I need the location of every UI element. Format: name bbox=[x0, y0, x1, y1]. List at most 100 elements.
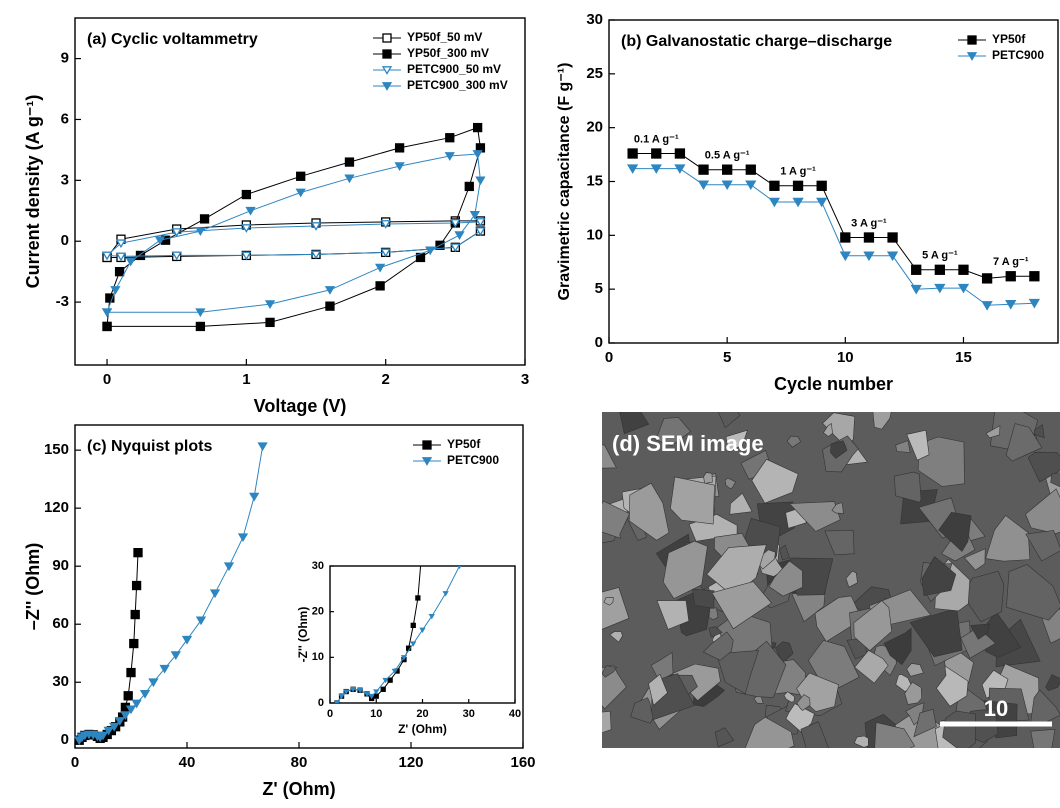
marker bbox=[746, 165, 755, 174]
sem-label: (d) SEM image bbox=[612, 431, 764, 456]
series-line bbox=[633, 154, 1035, 279]
marker bbox=[513, 464, 517, 467]
marker bbox=[124, 692, 132, 700]
marker bbox=[326, 302, 334, 310]
x-tick-label: 0 bbox=[327, 708, 333, 720]
annotation: 7 A g⁻¹ bbox=[993, 256, 1029, 268]
x-tick-label: 5 bbox=[723, 349, 731, 366]
inset-x-label: Z' (Ohm) bbox=[398, 722, 447, 736]
marker bbox=[476, 532, 480, 535]
legend-marker bbox=[423, 441, 431, 449]
series-line bbox=[107, 154, 480, 312]
marker bbox=[559, 354, 563, 357]
marker bbox=[127, 669, 135, 677]
marker bbox=[345, 175, 353, 182]
legend-label: PETC900_300 mV bbox=[407, 78, 508, 92]
marker bbox=[183, 636, 191, 643]
sem-particle bbox=[709, 608, 718, 620]
marker bbox=[134, 549, 142, 557]
y-tick-label: 150 bbox=[44, 441, 69, 458]
legend-marker bbox=[383, 50, 391, 58]
chart-title: (b) Galvanostatic charge–discharge bbox=[621, 33, 892, 50]
marker bbox=[495, 500, 499, 503]
y-tick-label: 30 bbox=[586, 11, 603, 28]
y-tick-label: 20 bbox=[586, 119, 603, 136]
y-tick-label: 10 bbox=[312, 651, 324, 663]
marker bbox=[474, 124, 482, 132]
marker bbox=[250, 493, 258, 500]
sem-particle bbox=[1031, 729, 1055, 754]
marker bbox=[225, 563, 233, 570]
x-axis-label: Z' (Ohm) bbox=[262, 779, 335, 799]
x-tick-label: 15 bbox=[955, 349, 972, 366]
y-tick-label: 15 bbox=[586, 172, 603, 189]
plot-frame bbox=[609, 20, 1058, 343]
marker bbox=[430, 336, 434, 340]
inset-y-label: -Z'' (Ohm) bbox=[296, 607, 310, 663]
y-tick-label: 25 bbox=[586, 65, 603, 82]
marker bbox=[1030, 272, 1039, 281]
x-axis-label: Cycle number bbox=[774, 374, 893, 394]
chart-title: (c) Nyquist plots bbox=[87, 438, 212, 455]
legend-label: PETC900 bbox=[992, 48, 1044, 62]
x-tick-label: 30 bbox=[463, 708, 475, 720]
y-tick-label: 10 bbox=[586, 226, 603, 243]
y-tick-label: 0 bbox=[61, 731, 69, 748]
marker bbox=[935, 265, 944, 274]
legend-label: PETC900 bbox=[447, 453, 499, 467]
x-tick-label: 0 bbox=[71, 754, 79, 771]
marker bbox=[374, 694, 378, 698]
marker bbox=[770, 181, 779, 190]
legend-label: YP50f bbox=[992, 32, 1026, 46]
marker bbox=[259, 443, 267, 450]
marker bbox=[197, 617, 205, 624]
marker bbox=[983, 274, 992, 283]
marker bbox=[723, 165, 732, 174]
marker bbox=[432, 258, 436, 262]
x-tick-label: 20 bbox=[416, 708, 428, 720]
x-tick-label: 2 bbox=[382, 371, 390, 388]
y-tick-label: 6 bbox=[61, 110, 69, 127]
legend-label: YP50f_300 mV bbox=[407, 46, 489, 60]
marker bbox=[133, 582, 141, 590]
x-tick-label: 160 bbox=[510, 754, 535, 771]
marker bbox=[841, 233, 850, 242]
y-tick-label: 5 bbox=[595, 280, 603, 297]
x-tick-label: 1 bbox=[242, 371, 250, 388]
annotation: 1 A g⁻¹ bbox=[780, 166, 816, 178]
y-tick-label: 0 bbox=[318, 697, 324, 709]
marker bbox=[864, 233, 873, 242]
marker bbox=[888, 233, 897, 242]
marker bbox=[172, 652, 180, 659]
annotation: 5 A g⁻¹ bbox=[922, 250, 958, 262]
marker bbox=[446, 134, 454, 142]
marker bbox=[376, 264, 384, 271]
marker bbox=[456, 232, 464, 239]
y-tick-label: 30 bbox=[52, 673, 69, 690]
marker bbox=[959, 265, 968, 274]
marker bbox=[396, 144, 404, 152]
y-tick-label: 30 bbox=[312, 560, 324, 572]
y-axis-label: –Z'' (Ohm) bbox=[23, 543, 43, 631]
marker bbox=[127, 258, 135, 265]
y-tick-label: 0 bbox=[595, 334, 603, 351]
marker bbox=[297, 189, 305, 196]
marker bbox=[476, 177, 484, 184]
marker bbox=[297, 172, 305, 180]
marker bbox=[465, 182, 473, 190]
marker bbox=[266, 318, 274, 326]
marker bbox=[116, 268, 124, 276]
x-tick-label: 10 bbox=[370, 708, 382, 720]
x-tick-label: 0 bbox=[103, 371, 111, 388]
legend-label: PETC900_50 mV bbox=[407, 62, 501, 76]
marker bbox=[345, 158, 353, 166]
marker bbox=[582, 290, 586, 293]
marker bbox=[1006, 272, 1015, 281]
marker bbox=[638, 7, 642, 10]
marker bbox=[388, 678, 392, 682]
x-tick-label: 10 bbox=[837, 349, 854, 366]
marker bbox=[675, 149, 684, 158]
marker bbox=[103, 322, 111, 330]
marker bbox=[794, 181, 803, 190]
